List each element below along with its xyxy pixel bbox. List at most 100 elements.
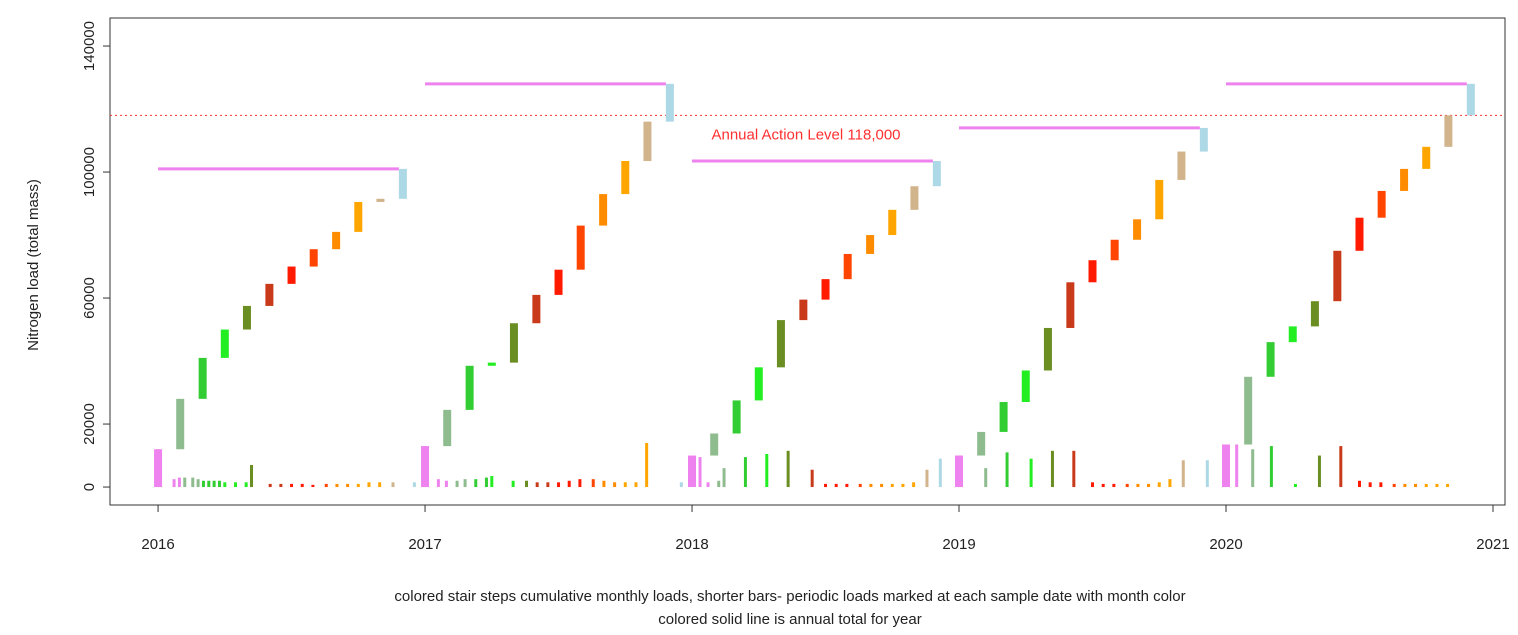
cumulative-step (287, 266, 296, 284)
sample-bar (1136, 483, 1140, 488)
sample-bar (1091, 482, 1095, 488)
sample-bar (858, 483, 862, 488)
sample-bar (217, 480, 221, 488)
sample-bar (578, 479, 582, 488)
cumulative-step (955, 455, 964, 488)
sample-bar (1446, 483, 1450, 488)
sample-bar (1379, 482, 1383, 488)
cumulative-step (1088, 260, 1097, 283)
cumulative-step (910, 186, 919, 210)
y-tick-label: 20000 (81, 403, 98, 445)
cumulative-step (1310, 301, 1319, 327)
cumulative-step (487, 362, 496, 366)
cumulative-step (154, 449, 163, 488)
sample-bar (1339, 446, 1343, 488)
sample-bar (1157, 482, 1161, 488)
sample-bar (765, 453, 769, 488)
cumulative-step (176, 398, 185, 450)
cumulative-step (198, 357, 207, 399)
cumulative-step (554, 269, 563, 295)
caption: colored solid line is annual total for y… (658, 611, 921, 628)
sample-bar (1005, 452, 1009, 488)
cumulative-step (1288, 326, 1297, 343)
sample-bar (1392, 483, 1396, 488)
cumulative-step (732, 400, 741, 434)
sample-bar (367, 482, 371, 488)
cumulative-step (776, 320, 785, 368)
sample-bar (474, 479, 478, 488)
sample-bar (557, 482, 561, 488)
sample-bar (717, 480, 721, 488)
sample-bar (890, 483, 894, 488)
cumulative-step (1244, 376, 1253, 445)
x-tick-label: 2021 (1476, 536, 1509, 553)
cumulative-step (599, 194, 608, 226)
cumulative-step (576, 225, 585, 270)
cumulative-step (710, 433, 719, 456)
sample-bar (311, 484, 315, 488)
sample-bar (463, 479, 467, 488)
sample-bar (613, 482, 617, 488)
sample-bar (623, 482, 627, 488)
sample-bar (869, 483, 873, 488)
sample-bar (212, 480, 216, 488)
sample-bar (810, 469, 814, 488)
cumulative-step (665, 83, 674, 122)
sample-bar (244, 482, 248, 488)
sample-bar (1357, 480, 1361, 488)
sample-bar (845, 483, 849, 488)
sample-bar (743, 457, 747, 488)
sample-bar (824, 483, 828, 488)
y-tick-label: 0 (81, 483, 98, 491)
sample-bar (1235, 444, 1239, 488)
sample-bar (1205, 460, 1209, 488)
sample-bar (1424, 483, 1428, 488)
sample-bar (356, 483, 360, 488)
sample-bar (1414, 483, 1418, 488)
sample-bar (191, 477, 195, 488)
sample-bar (511, 480, 515, 488)
x-tick-label: 2016 (141, 536, 174, 553)
cumulative-step (754, 367, 763, 401)
sample-bar (1317, 455, 1321, 488)
y-axis-label: Nitrogen load (total mass) (25, 179, 42, 351)
cumulative-step (977, 431, 986, 456)
cumulative-step (242, 305, 251, 330)
cumulative-step (821, 279, 830, 300)
sample-bar (1435, 483, 1439, 488)
sample-bar (412, 482, 416, 488)
sample-bar (436, 479, 440, 488)
sample-bar (183, 477, 187, 488)
sample-bar (196, 479, 200, 488)
cumulative-step (1355, 217, 1364, 251)
sample-bar (546, 482, 550, 488)
sample-bar (591, 479, 595, 488)
cumulative-step (621, 161, 630, 195)
cumulative-step (932, 161, 941, 187)
x-tick-label: 2018 (675, 536, 708, 553)
cumulative-step (1066, 282, 1075, 328)
sample-bar (786, 450, 790, 488)
sample-bar (1168, 479, 1172, 488)
cumulative-step (1177, 151, 1186, 180)
sample-bar (1029, 458, 1033, 488)
sample-bar (290, 483, 294, 488)
sample-bar (444, 480, 448, 488)
sample-bar (1125, 483, 1129, 488)
sample-bar (524, 480, 528, 488)
y-tick-label: 100000 (81, 147, 98, 197)
cumulative-step (398, 168, 407, 199)
cumulative-step (1400, 168, 1409, 191)
cumulative-step (688, 455, 697, 488)
x-tick-label: 2017 (408, 536, 441, 553)
x-tick-label: 2019 (942, 536, 975, 553)
sample-bar (602, 480, 606, 488)
sample-bar (1269, 446, 1273, 488)
cumulative-step (1155, 179, 1164, 220)
sample-bar (706, 482, 710, 488)
cumulative-step (421, 446, 430, 488)
cumulative-step (443, 409, 452, 447)
caption: colored stair steps cumulative monthly l… (394, 588, 1185, 605)
